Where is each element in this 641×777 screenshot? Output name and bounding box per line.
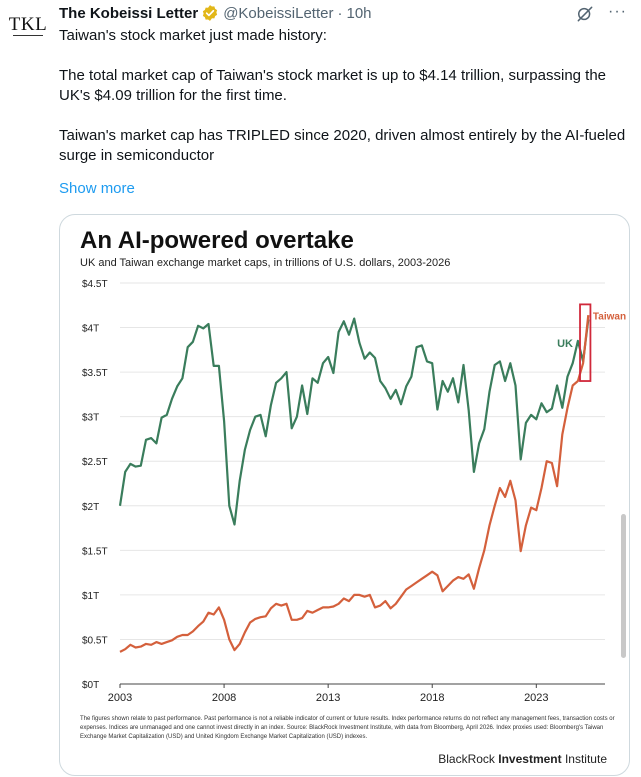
tweet-paragraph: The total market cap of Taiwan's stock m…	[59, 67, 607, 104]
brand-plain: BlackRock	[438, 752, 495, 766]
y-tick-label: $0T	[82, 680, 99, 691]
highlight-box	[579, 303, 592, 382]
series-label-uk: UK	[557, 338, 573, 350]
x-tick-label: 2003	[108, 692, 132, 704]
author-handle[interactable]: @KobeissiLetter	[223, 4, 334, 22]
x-tick-label: 2018	[420, 692, 444, 704]
y-tick-label: $2T	[82, 502, 99, 513]
avatar[interactable]: TKL	[8, 6, 48, 46]
avatar-rule	[13, 35, 43, 36]
avatar-monogram: TKL	[8, 14, 48, 35]
brand-tail: Institute	[564, 752, 607, 766]
series-label-taiwan: Taiwan	[593, 312, 626, 323]
chart-title: An AI-powered overtake	[80, 227, 354, 254]
show-more-link[interactable]: Show more	[59, 180, 135, 197]
chart-footnote: The figures shown relate to past perform…	[80, 716, 615, 740]
x-tick-label: 2023	[524, 692, 548, 704]
timestamp[interactable]: 10h	[346, 4, 372, 22]
scrollbar[interactable]	[621, 514, 626, 658]
tweet-paragraph: Taiwan's market cap has TRIPLED since 20…	[59, 127, 626, 164]
x-tick-label: 2008	[212, 692, 236, 704]
tweet-paragraph: Taiwan's stock market just made history:	[59, 27, 327, 44]
brand-bold: Investment	[498, 752, 562, 766]
y-tick-label: $3.5T	[82, 368, 108, 379]
grok-icon[interactable]	[575, 4, 595, 24]
verified-badge-icon	[203, 5, 218, 21]
y-tick-label: $4.5T	[82, 279, 108, 290]
y-tick-label: $2.5T	[82, 457, 108, 468]
line-chart: $0T $0.5T $1T $1.5T $2T $2.5T $3T $3.5T $4T $4.5T…	[82, 279, 626, 704]
y-tick-label: $4T	[82, 324, 99, 335]
more-icon[interactable]: ···	[608, 3, 627, 20]
series-line-taiwan	[119, 314, 590, 653]
y-tick-label: $0.5T	[82, 635, 108, 646]
tweet-text: Taiwan's stock market just made history:…	[59, 26, 629, 166]
separator-dot: ·	[337, 4, 343, 22]
chart-subtitle: UK and Taiwan exchange market caps, in t…	[80, 257, 451, 269]
author-name[interactable]: The Kobeissi Letter	[59, 4, 199, 22]
x-tick-label: 2013	[316, 692, 340, 704]
y-tick-label: $1T	[82, 591, 99, 602]
tweet-header: The Kobeissi Letter @KobeissiLetter · 10…	[59, 2, 372, 24]
y-tick-label: $3T	[82, 413, 99, 424]
y-tick-label: $1.5T	[82, 546, 108, 557]
tweet-media-image[interactable]: An AI-powered overtake UK and Taiwan exc…	[59, 214, 630, 776]
chart-source-brand: BlackRock Investment Institute	[438, 752, 607, 766]
series-line-uk	[118, 317, 590, 526]
